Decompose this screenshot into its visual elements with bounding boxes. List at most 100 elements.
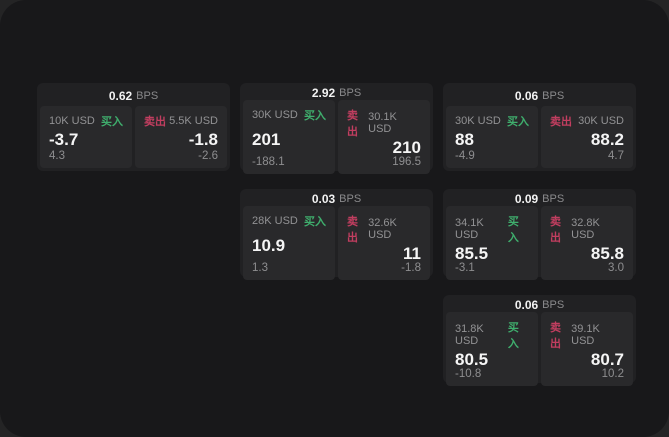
bps-unit: BPS xyxy=(542,193,565,205)
buy-delta: -188.1 xyxy=(252,156,285,168)
buy-panel-top: 31.8K USD 买入 xyxy=(455,319,529,351)
sell-panel[interactable]: 卖出 32.8K USD 85.8 3.0 xyxy=(541,206,633,280)
buy-delta: -10.8 xyxy=(455,368,482,380)
sell-price: 11 xyxy=(403,244,421,263)
quote-card: 0.62 BPS 10K USD 买入 -3.7 4.3 卖出 5.5K USD… xyxy=(37,83,230,171)
quote-card: 0.03 BPS 28K USD 买入 10.9 1.3 卖出 32.6K US… xyxy=(240,189,433,280)
sell-delta: -1.8 xyxy=(401,262,421,274)
sell-side-label: 卖出 xyxy=(347,216,358,244)
card-body: 34.1K USD 买入 85.5 -3.1 卖出 32.8K USD 85.8… xyxy=(446,206,633,280)
sell-delta: 3.0 xyxy=(608,262,624,274)
sell-panel[interactable]: 卖出 30.1K USD 210 196.5 xyxy=(338,100,430,174)
sell-size-label: 5.5K USD xyxy=(169,115,218,127)
buy-side-label: 买入 xyxy=(304,216,326,228)
quote-card: 2.92 BPS 30K USD 买入 201 -188.1 卖出 30.1K … xyxy=(240,83,433,174)
quote-card: 0.06 BPS 30K USD 买入 88 -4.9 卖出 30K USD 8… xyxy=(443,83,636,171)
buy-delta: 4.3 xyxy=(49,150,65,162)
bps-value: 0.06 xyxy=(514,89,539,103)
buy-panel[interactable]: 30K USD 买入 201 -188.1 xyxy=(243,100,335,174)
bps-value: 0.62 xyxy=(108,89,133,103)
card-body: 30K USD 买入 88 -4.9 卖出 30K USD 88.2 4.7 xyxy=(446,106,633,168)
sell-panel[interactable]: 卖出 32.6K USD 11 -1.8 xyxy=(338,206,430,280)
buy-size-label: 31.8K USD xyxy=(455,323,484,347)
sell-side-label: 卖出 xyxy=(550,116,572,128)
buy-price: 10.9 xyxy=(252,236,286,255)
buy-delta: 1.3 xyxy=(252,262,268,274)
quote-card: 0.09 BPS 34.1K USD 买入 85.5 -3.1 卖出 32.8K… xyxy=(443,189,636,280)
bps-unit: BPS xyxy=(339,87,362,99)
card-body: 28K USD 买入 10.9 1.3 卖出 32.6K USD 11 -1.8 xyxy=(243,206,430,280)
buy-panel[interactable]: 10K USD 买入 -3.7 4.3 xyxy=(40,106,132,168)
buy-panel-top: 30K USD 买入 xyxy=(455,113,529,129)
sell-panel[interactable]: 卖出 5.5K USD -1.8 -2.6 xyxy=(135,106,227,168)
buy-panel[interactable]: 30K USD 买入 88 -4.9 xyxy=(446,106,538,168)
buy-delta: -4.9 xyxy=(455,150,475,162)
card-body: 30K USD 买入 201 -188.1 卖出 30.1K USD 210 1… xyxy=(243,100,430,174)
sell-side-label: 卖出 xyxy=(144,116,166,128)
buy-side-label: 买入 xyxy=(507,322,519,350)
buy-panel[interactable]: 34.1K USD 买入 85.5 -3.1 xyxy=(446,206,538,280)
bps-unit: BPS xyxy=(542,90,565,102)
buy-price: 88 xyxy=(455,130,474,149)
sell-size-label: 32.6K USD xyxy=(368,217,397,241)
buy-panel-top: 28K USD 买入 xyxy=(252,213,326,229)
card-body: 10K USD 买入 -3.7 4.3 卖出 5.5K USD -1.8 -2.… xyxy=(40,106,227,168)
sell-delta: 4.7 xyxy=(608,150,624,162)
cards-grid: 0.62 BPS 10K USD 买入 -3.7 4.3 卖出 5.5K USD… xyxy=(37,83,636,386)
card-bps-header: 0.06 BPS xyxy=(446,86,633,106)
bps-value: 0.09 xyxy=(514,192,539,206)
sell-delta: 10.2 xyxy=(601,368,624,380)
buy-panel[interactable]: 31.8K USD 买入 80.5 -10.8 xyxy=(446,312,538,386)
sell-side-label: 卖出 xyxy=(550,216,561,244)
sell-panel[interactable]: 卖出 30K USD 88.2 4.7 xyxy=(541,106,633,168)
sell-price: -1.8 xyxy=(188,130,218,149)
sell-price: 88.2 xyxy=(590,130,624,149)
buy-panel-top: 30K USD 买入 xyxy=(252,107,326,123)
buy-side-label: 买入 xyxy=(507,216,519,244)
card-body: 31.8K USD 买入 80.5 -10.8 卖出 39.1K USD 80.… xyxy=(446,312,633,386)
buy-side-label: 买入 xyxy=(507,116,529,128)
sell-size-label: 30.1K USD xyxy=(368,111,397,135)
buy-price: -3.7 xyxy=(49,130,79,149)
buy-delta: -3.1 xyxy=(455,262,475,274)
card-bps-header: 0.09 BPS xyxy=(446,192,633,206)
bps-value: 0.06 xyxy=(514,298,539,312)
buy-price: 85.5 xyxy=(455,244,489,263)
buy-size-label: 34.1K USD xyxy=(455,217,484,241)
sell-delta: 196.5 xyxy=(392,156,421,168)
sell-price: 80.7 xyxy=(590,350,624,369)
sell-size-label: 32.8K USD xyxy=(571,217,600,241)
sell-panel[interactable]: 卖出 39.1K USD 80.7 10.2 xyxy=(541,312,633,386)
bps-unit: BPS xyxy=(542,299,565,311)
buy-price: 80.5 xyxy=(455,350,489,369)
buy-size-label: 30K USD xyxy=(252,109,298,121)
bps-unit: BPS xyxy=(136,90,159,102)
sell-side-label: 卖出 xyxy=(347,110,358,138)
sell-panel-top: 卖出 32.6K USD xyxy=(347,213,421,245)
buy-size-label: 30K USD xyxy=(455,115,501,127)
card-bps-header: 0.06 BPS xyxy=(446,298,633,312)
buy-panel-top: 34.1K USD 买入 xyxy=(455,213,529,245)
buy-panel[interactable]: 28K USD 买入 10.9 1.3 xyxy=(243,206,335,280)
sell-delta: -2.6 xyxy=(198,150,218,162)
sell-panel-top: 卖出 30K USD xyxy=(550,113,624,129)
card-bps-header: 0.03 BPS xyxy=(243,192,430,206)
sell-size-label: 39.1K USD xyxy=(571,323,600,347)
sell-panel-top: 卖出 30.1K USD xyxy=(347,107,421,139)
sell-size-label: 30K USD xyxy=(578,115,624,127)
bps-value: 2.92 xyxy=(311,86,336,100)
card-bps-header: 0.62 BPS xyxy=(40,86,227,106)
card-bps-header: 2.92 BPS xyxy=(243,86,430,100)
sell-side-label: 卖出 xyxy=(550,322,561,350)
bps-value: 0.03 xyxy=(311,192,336,206)
buy-size-label: 10K USD xyxy=(49,115,95,127)
buy-side-label: 买入 xyxy=(101,116,123,128)
sell-panel-top: 卖出 5.5K USD xyxy=(144,113,218,129)
sell-panel-top: 卖出 39.1K USD xyxy=(550,319,624,351)
sell-panel-top: 卖出 32.8K USD xyxy=(550,213,624,245)
bps-unit: BPS xyxy=(339,193,362,205)
sell-price: 210 xyxy=(392,138,421,157)
buy-price: 201 xyxy=(252,130,281,149)
buy-panel-top: 10K USD 买入 xyxy=(49,113,123,129)
